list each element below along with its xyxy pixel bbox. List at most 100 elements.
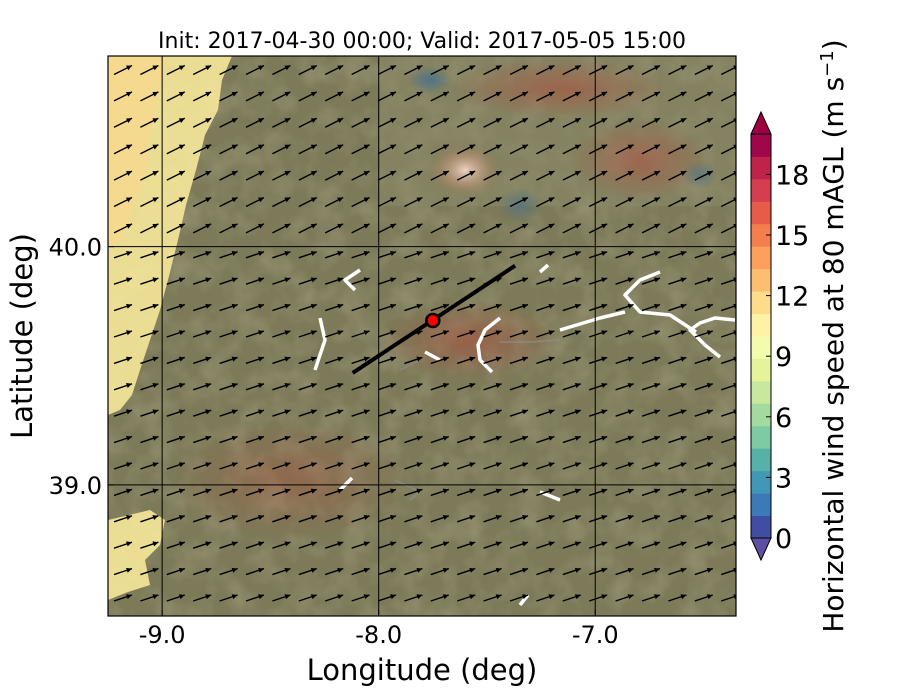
wind-arrow-head: [469, 409, 476, 415]
wind-arrow-head: [627, 171, 634, 176]
wind-arrow-head: [205, 330, 212, 336]
wind-arrow-head: [495, 118, 502, 124]
wind-arrow-head: [258, 383, 264, 388]
wind-arrow: [694, 303, 714, 312]
wind-arrow-head: [574, 488, 581, 494]
wind-arrow-head: [627, 277, 634, 283]
wind-arrow: [456, 488, 476, 497]
wind-arrow: [668, 91, 687, 102]
wind-arrow-head: [601, 277, 608, 283]
wind-arrow: [219, 117, 238, 128]
wind-arrow: [140, 223, 159, 234]
wind-arrow-head: [152, 383, 159, 388]
wind-arrow: [219, 567, 238, 576]
wind-arrow-head: [733, 65, 736, 71]
wind-arrow-head: [231, 65, 238, 71]
wind-arrow-head: [495, 91, 502, 97]
wind-arrow: [404, 488, 423, 497]
wind-arrow: [166, 541, 186, 549]
wind-arrow-head: [126, 356, 132, 362]
wind-arrow: [641, 435, 661, 444]
wind-arrow-head: [442, 171, 449, 176]
wind-arrow-head: [469, 144, 476, 150]
wind-arrow-head: [152, 515, 159, 520]
wind-arrow-head: [680, 197, 687, 203]
wind-arrow: [298, 330, 318, 338]
wind-arrow: [404, 64, 423, 76]
wind-arrow-head: [363, 118, 370, 124]
wind-arrow-head: [574, 303, 581, 309]
wind-arrow: [562, 303, 582, 312]
wind-arrow-head: [337, 65, 344, 71]
wind-arrow: [113, 277, 133, 285]
wind-arrow-head: [706, 197, 713, 203]
wind-arrow: [720, 356, 736, 365]
wind-arrow-head: [258, 65, 264, 71]
wind-arrow-head: [522, 118, 528, 124]
wind-arrow-head: [442, 383, 449, 388]
colorbar-tick-label: 3: [775, 463, 792, 494]
wind-arrow: [562, 567, 582, 576]
wind-arrow: [298, 435, 318, 444]
wind-arrow-head: [126, 171, 132, 176]
wind-arrow: [509, 356, 529, 365]
wind-arrow-head: [363, 303, 370, 309]
wind-arrow: [192, 303, 212, 312]
wind-arrow: [694, 383, 714, 391]
wind-arrow: [509, 515, 529, 523]
wind-arrow: [219, 170, 238, 181]
wind-arrow: [166, 515, 186, 523]
wind-arrow: [113, 356, 133, 365]
wind-arrow: [272, 144, 291, 155]
wind-arrow: [298, 567, 318, 576]
wind-arrow-head: [231, 303, 238, 309]
wind-arrow-head: [495, 303, 502, 309]
wind-arrow-head: [337, 223, 344, 229]
wind-arrow-head: [178, 383, 185, 388]
wind-arrow: [377, 356, 397, 365]
wind-arrow-head: [495, 567, 502, 573]
colorbar-segment: [751, 448, 771, 472]
wind-arrow-head: [284, 303, 291, 309]
wind-arrow: [113, 462, 133, 470]
wind-arrow: [536, 488, 555, 497]
wind-arrow: [615, 277, 634, 285]
wind-arrow: [456, 91, 476, 102]
wind-arrow-head: [126, 383, 132, 388]
wind-arrow: [430, 515, 450, 523]
colorbar-tick-label: 0: [775, 524, 792, 555]
wind-arrow-head: [205, 91, 212, 97]
wind-arrow: [668, 383, 687, 391]
wind-arrow-head: [390, 435, 396, 441]
wind-arrow-head: [152, 541, 159, 547]
wind-arrow: [166, 196, 186, 208]
wind-arrow-head: [548, 515, 555, 520]
wind-arrow-head: [231, 567, 238, 573]
wind-arrow: [404, 356, 423, 365]
wind-arrow: [615, 303, 634, 312]
wind-arrow-head: [680, 435, 687, 441]
wind-arrow-head: [442, 144, 449, 150]
wind-arrow-head: [495, 171, 502, 176]
wind-arrow-head: [680, 383, 687, 388]
wind-arrow: [298, 488, 318, 497]
wind-arrow: [298, 144, 318, 155]
wind-arrow: [113, 435, 133, 444]
wind-arrow-head: [654, 409, 660, 415]
wind-arrow-head: [416, 488, 423, 494]
wind-arrow: [324, 196, 344, 208]
wind-arrow: [456, 223, 476, 234]
wind-arrow-head: [390, 462, 396, 468]
wind-arrow-head: [706, 383, 713, 388]
wind-arrow-head: [258, 91, 264, 97]
wind-arrow-head: [126, 65, 132, 71]
wind-arrow: [509, 383, 529, 391]
wind-arrow: [298, 277, 318, 285]
wind-arrow-head: [310, 223, 317, 229]
wind-arrow: [377, 64, 397, 76]
wind-arrow-head: [522, 91, 528, 97]
wind-arrow: [272, 117, 291, 128]
wind-arrow: [377, 409, 397, 417]
wind-arrow-head: [706, 277, 713, 283]
